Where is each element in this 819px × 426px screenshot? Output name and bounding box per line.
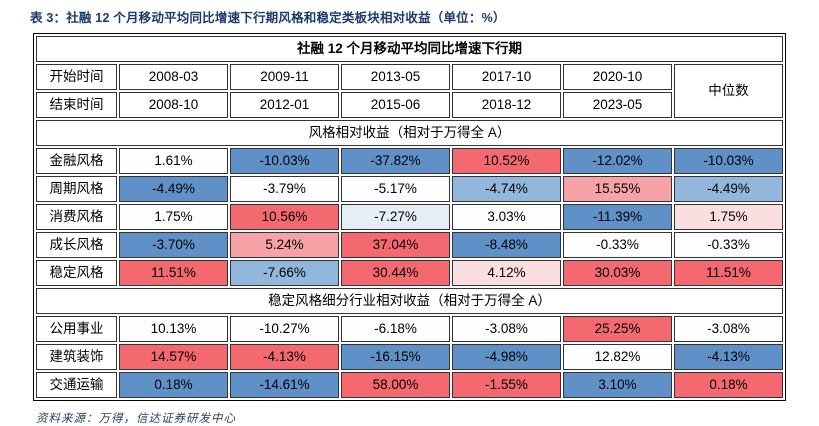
value-cell: -10.03% — [674, 148, 783, 174]
value-cell: 0.18% — [674, 372, 783, 398]
period-cell: 2012-01 — [230, 92, 339, 118]
data-row: 交通运输 0.18% -14.61% 58.00% -1.55% 3.10% 0.18% — [36, 372, 783, 398]
period-cell: 2020-10 — [563, 64, 672, 90]
value-cell: 4.12% — [452, 260, 561, 286]
value-cell: -10.03% — [230, 148, 339, 174]
data-row: 周期风格 -4.49% -3.79% -5.17% -4.74% 15.55% -4.49% — [36, 176, 783, 202]
period-cell: 2008-03 — [119, 64, 228, 90]
value-cell: -0.33% — [563, 232, 672, 258]
section-header-row: 风格相对收益（相对于万得全 A） — [36, 120, 783, 146]
period-row-label: 开始时间 — [36, 64, 117, 90]
value-cell: -11.39% — [563, 204, 672, 230]
value-cell: -5.17% — [341, 176, 450, 202]
value-cell: 1.75% — [674, 204, 783, 230]
value-cell: -12.02% — [563, 148, 672, 174]
value-cell: 10.52% — [452, 148, 561, 174]
data-row: 稳定风格 11.51% -7.66% 30.44% 4.12% 30.03% 11.51% — [36, 260, 783, 286]
table-body: 社融 12 个月移动平均同比增速下行期 开始时间 2008-03 2009-11 20… — [36, 36, 783, 398]
row-label: 成长风格 — [36, 232, 117, 258]
period-cell: 2015-06 — [341, 92, 450, 118]
data-row: 建筑装饰 14.57% -4.13% -16.15% -4.98% 12.82% -4.13… — [36, 344, 783, 370]
value-cell: -8.48% — [452, 232, 561, 258]
value-cell: 3.03% — [452, 204, 561, 230]
value-cell: -3.79% — [230, 176, 339, 202]
value-cell: -4.74% — [452, 176, 561, 202]
value-cell: -3.08% — [674, 316, 783, 342]
value-cell: 30.44% — [341, 260, 450, 286]
value-cell: -14.61% — [230, 372, 339, 398]
value-cell: 30.03% — [563, 260, 672, 286]
data-row: 公用事业 10.13% -10.27% -6.18% -3.08% 25.25% -3.08… — [36, 316, 783, 342]
value-cell: -1.55% — [452, 372, 561, 398]
value-cell: 15.55% — [563, 176, 672, 202]
data-row: 消费风格 1.75% 10.56% -7.27% 3.03% -11.39% 1.75% — [36, 204, 783, 230]
table-main-header: 社融 12 个月移动平均同比增速下行期 — [36, 36, 783, 62]
value-cell: 58.00% — [341, 372, 450, 398]
value-cell: 37.04% — [341, 232, 450, 258]
value-cell: 12.82% — [563, 344, 672, 370]
value-cell: -4.13% — [230, 344, 339, 370]
value-cell: 5.24% — [230, 232, 339, 258]
data-row: 金融风格 1.61% -10.03% -37.82% 10.52% -12.02% -10.… — [36, 148, 783, 174]
value-cell: 11.51% — [674, 260, 783, 286]
section-header: 稳定风格细分行业相对收益（相对于万得全 A） — [36, 288, 783, 314]
row-label: 消费风格 — [36, 204, 117, 230]
section-header-row: 稳定风格细分行业相对收益（相对于万得全 A） — [36, 288, 783, 314]
value-cell: -4.13% — [674, 344, 783, 370]
value-cell: -3.70% — [119, 232, 228, 258]
source-note: 资料来源：万得，信达证券研发中心 — [36, 413, 236, 425]
period-cell: 2013-05 — [341, 64, 450, 90]
period-cell: 2017-10 — [452, 64, 561, 90]
row-label: 稳定风格 — [36, 260, 117, 286]
row-label: 交通运输 — [36, 372, 117, 398]
table-caption: 表 3：社融 12 个月移动平均同比增速下行期风格和稳定类板块相对收益（单位：%… — [30, 11, 506, 25]
row-label: 周期风格 — [36, 176, 117, 202]
period-row: 结束时间 2008-10 2012-01 2015-06 2018-12 2023-05 — [36, 92, 783, 118]
value-cell: -4.49% — [119, 176, 228, 202]
value-cell: 25.25% — [563, 316, 672, 342]
value-cell: 0.18% — [119, 372, 228, 398]
period-cell: 2009-11 — [230, 64, 339, 90]
relative-return-table: 社融 12 个月移动平均同比增速下行期 开始时间 2008-03 2009-11 20… — [33, 33, 786, 401]
section-header: 风格相对收益（相对于万得全 A） — [36, 120, 783, 146]
table-main-header-row: 社融 12 个月移动平均同比增速下行期 — [36, 36, 783, 62]
value-cell: -4.98% — [452, 344, 561, 370]
value-cell: 11.51% — [119, 260, 228, 286]
value-cell: 3.10% — [563, 372, 672, 398]
period-row: 开始时间 2008-03 2009-11 2013-05 2017-10 2020-10 中… — [36, 64, 783, 118]
data-row: 成长风格 -3.70% 5.24% 37.04% -8.48% -0.33% -0.33% — [36, 232, 783, 258]
row-label: 建筑装饰 — [36, 344, 117, 370]
value-cell: -7.27% — [341, 204, 450, 230]
value-cell: 10.56% — [230, 204, 339, 230]
value-cell: 1.75% — [119, 204, 228, 230]
median-header: 中位数 — [674, 64, 783, 118]
value-cell: -0.33% — [674, 232, 783, 258]
value-cell: -16.15% — [341, 344, 450, 370]
row-label: 金融风格 — [36, 148, 117, 174]
period-cell: 2023-05 — [563, 92, 672, 118]
value-cell: -10.27% — [230, 316, 339, 342]
value-cell: 1.61% — [119, 148, 228, 174]
value-cell: -7.66% — [230, 260, 339, 286]
value-cell: 14.57% — [119, 344, 228, 370]
value-cell: -3.08% — [452, 316, 561, 342]
value-cell: -6.18% — [341, 316, 450, 342]
period-cell: 2008-10 — [119, 92, 228, 118]
period-cell: 2018-12 — [452, 92, 561, 118]
value-cell: 10.13% — [119, 316, 228, 342]
row-label: 公用事业 — [36, 316, 117, 342]
value-cell: -4.49% — [674, 176, 783, 202]
value-cell: -37.82% — [341, 148, 450, 174]
period-row-label: 结束时间 — [36, 92, 117, 118]
